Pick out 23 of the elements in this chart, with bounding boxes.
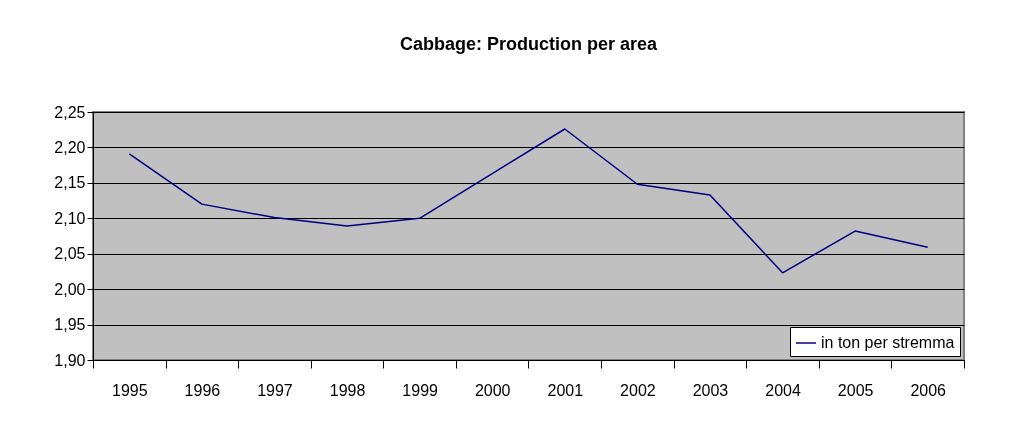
line-series	[128, 128, 929, 274]
x-tick-label: 2003	[692, 381, 729, 399]
x-tick-label: 1996	[184, 381, 221, 399]
x-tick-label: 2004	[765, 381, 801, 399]
y-tick-label: 1,90	[54, 351, 86, 369]
y-tick-label: 2,20	[54, 138, 86, 156]
y-tick-label: 2,00	[54, 280, 86, 298]
chart-title: Cabbage: Production per area	[399, 34, 659, 54]
y-tick-label: 2,15	[54, 174, 86, 192]
y-tick-label: 1,95	[54, 316, 86, 334]
y-tick-label: 2,10	[54, 209, 86, 227]
x-tick-label: 1995	[111, 381, 148, 399]
x-tick-label: 2002	[620, 381, 656, 399]
x-tick-label: 2001	[547, 381, 584, 399]
x-tick-label: 1998	[329, 381, 366, 399]
x-tick-label: 1999	[402, 381, 439, 399]
x-tick-label: 2005	[837, 381, 874, 399]
x-tick-label: 2000	[474, 381, 511, 399]
x-tick-label: 1997	[257, 381, 293, 399]
y-tick-label: 2,25	[54, 103, 86, 121]
legend-label: in ton per stremma	[821, 334, 955, 351]
x-tick-label: 2006	[910, 381, 947, 399]
y-tick-label: 2,05	[54, 245, 86, 263]
